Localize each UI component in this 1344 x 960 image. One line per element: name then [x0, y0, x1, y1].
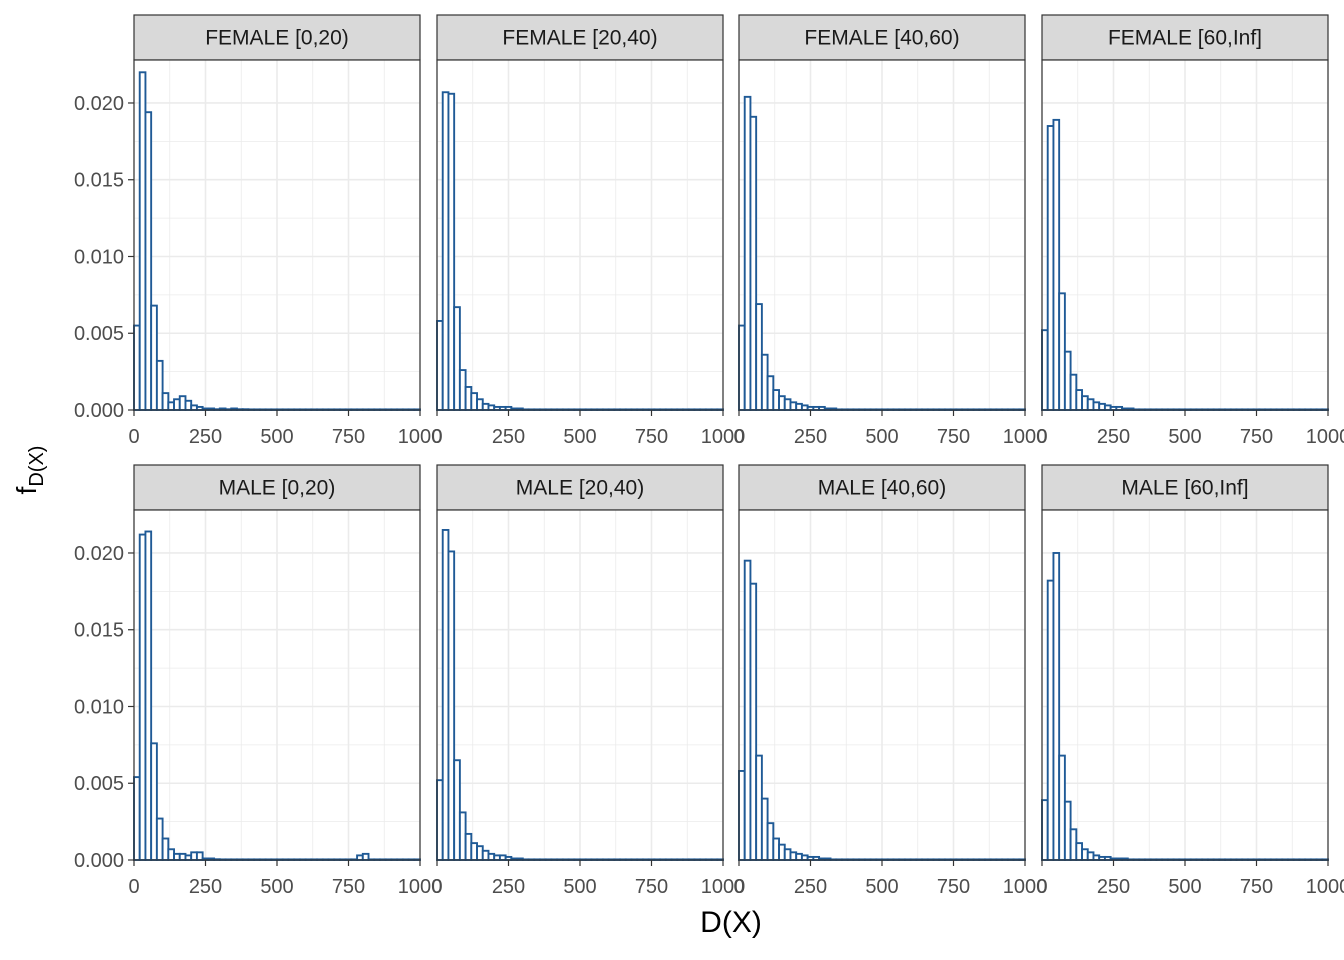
facet-panel: MALE [0,20) 0.000 0.005 0.010 0.015 0.020 0 250… [74, 464, 443, 898]
x-tick-label: 750 [937, 426, 970, 448]
y-tick-label: 0.010 [74, 696, 124, 718]
x-tick-label: 1000 [701, 876, 746, 898]
x-tick-label: 500 [563, 426, 596, 448]
facet-strip-label: MALE [20,40) [516, 477, 644, 500]
x-tick-label: 250 [794, 426, 827, 448]
x-tick-label: 500 [1168, 876, 1201, 898]
x-tick-label: 250 [189, 426, 222, 448]
x-tick-label: 750 [1240, 426, 1273, 448]
x-tick-label: 1000 [1003, 426, 1048, 448]
x-tick-label: 250 [794, 876, 827, 898]
y-tick-label: 0.015 [74, 170, 124, 192]
x-tick-label: 0 [733, 426, 744, 448]
x-tick-label: 500 [1168, 426, 1201, 448]
y-axis-title: fD(X) [11, 446, 48, 495]
x-tick-label: 250 [189, 876, 222, 898]
x-tick-label: 1000 [398, 426, 443, 448]
x-tick-label: 0 [128, 426, 139, 448]
y-tick-label: 0.000 [74, 400, 124, 422]
x-tick-label: 0 [431, 426, 442, 448]
x-tick-label: 750 [332, 426, 365, 448]
x-tick-label: 500 [260, 426, 293, 448]
x-tick-label: 500 [260, 876, 293, 898]
facet-strip [738, 464, 1026, 511]
x-tick-label: 250 [1097, 426, 1130, 448]
x-tick-label: 500 [865, 426, 898, 448]
facet-panel: FEMALE [20,40) 0 250 500 750 1000 [431, 14, 746, 448]
facet-panel: MALE [40,60) 0 250 500 750 1000 [733, 464, 1048, 898]
facet-strip-label: FEMALE [40,60) [804, 27, 959, 50]
x-tick-label: 250 [1097, 876, 1130, 898]
x-tick-label: 1000 [398, 876, 443, 898]
x-tick-label: 1000 [1306, 426, 1344, 448]
facet-strip [738, 14, 1026, 61]
x-tick-label: 1000 [1306, 876, 1344, 898]
facet-panel: MALE [20,40) 0 250 500 750 1000 [431, 464, 746, 898]
facet-strip-label: FEMALE [20,40) [502, 27, 657, 50]
facet-panel: FEMALE [0,20) 0.000 0.005 0.010 0.015 0.020 0 2… [74, 14, 443, 448]
x-tick-label: 0 [733, 876, 744, 898]
facet-strip [436, 14, 724, 61]
facet-panel: FEMALE [40,60) 0 250 500 750 1000 [733, 14, 1048, 448]
x-tick-label: 750 [1240, 876, 1273, 898]
y-tick-label: 0.010 [74, 246, 124, 268]
facet-strip [133, 14, 421, 61]
svg-text:fD(X): fD(X) [11, 446, 48, 495]
y-tick-label: 0.005 [74, 323, 124, 345]
x-tick-label: 0 [1036, 426, 1047, 448]
y-tick-label: 0.015 [74, 620, 124, 642]
x-axis-title: D(X) [700, 906, 762, 939]
facet-panel: FEMALE [60,Inf] 0 250 500 750 1000 [1036, 14, 1344, 448]
x-tick-label: 250 [492, 426, 525, 448]
x-tick-label: 250 [492, 876, 525, 898]
x-tick-label: 750 [937, 876, 970, 898]
y-tick-label: 0.020 [74, 543, 124, 565]
x-tick-label: 0 [431, 876, 442, 898]
x-tick-label: 750 [635, 876, 668, 898]
x-tick-label: 750 [635, 426, 668, 448]
facet-strip-label: MALE [60,Inf] [1121, 477, 1248, 500]
facet-strip-label: MALE [40,60) [818, 477, 946, 500]
x-tick-label: 1000 [1003, 876, 1048, 898]
x-tick-label: 0 [128, 876, 139, 898]
facet-strip [436, 464, 724, 511]
x-tick-label: 500 [865, 876, 898, 898]
x-tick-label: 750 [332, 876, 365, 898]
facet-strip [1041, 464, 1329, 511]
x-tick-label: 500 [563, 876, 596, 898]
facet-panel: MALE [60,Inf] 0 250 500 750 1000 [1036, 464, 1344, 898]
x-tick-label: 0 [1036, 876, 1047, 898]
facet-strip-label: FEMALE [0,20) [205, 27, 349, 50]
facet-strip [1041, 14, 1329, 61]
y-axis-title-sub: D(X) [26, 446, 48, 487]
x-tick-label: 1000 [701, 426, 746, 448]
y-tick-label: 0.005 [74, 773, 124, 795]
panels-layer: FEMALE [0,20) 0.000 0.005 0.010 0.015 0.020 0 2… [74, 14, 1344, 898]
facet-strip-label: MALE [0,20) [219, 477, 336, 500]
y-tick-label: 0.020 [74, 93, 124, 115]
facet-strip-label: FEMALE [60,Inf] [1108, 27, 1262, 50]
y-tick-label: 0.000 [74, 850, 124, 872]
y-axis-title-main: f [11, 486, 42, 494]
